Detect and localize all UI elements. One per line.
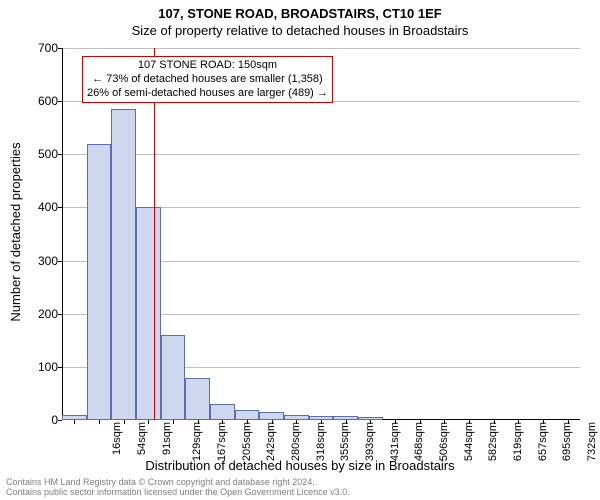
x-tick-label: 318sqm	[315, 422, 327, 461]
x-tick-label: 431sqm	[389, 422, 401, 461]
y-tick-label: 500	[22, 147, 58, 161]
chart-container: 107, STONE ROAD, BROADSTAIRS, CT10 1EF S…	[0, 0, 600, 500]
y-tick-label: 100	[22, 360, 58, 374]
x-tick-label: 544sqm	[463, 422, 475, 461]
bar	[161, 335, 186, 420]
chart-subtitle: Size of property relative to detached ho…	[0, 21, 600, 38]
x-tick-label: 242sqm	[265, 422, 277, 461]
bar	[136, 207, 161, 420]
bar	[185, 378, 210, 421]
x-tick-label: 393sqm	[364, 422, 376, 461]
x-tick-label: 619sqm	[512, 422, 524, 461]
x-tick-label: 657sqm	[537, 422, 549, 461]
bar	[259, 412, 284, 420]
bar	[111, 109, 136, 420]
x-tick-label: 205sqm	[241, 422, 253, 461]
x-tick-label: 91sqm	[161, 422, 173, 455]
y-tick-label: 0	[22, 413, 58, 427]
x-tick-mark	[148, 420, 149, 424]
x-tick-label: 506sqm	[438, 422, 450, 461]
x-tick-label: 167sqm	[216, 422, 228, 461]
y-tick-label: 200	[22, 307, 58, 321]
footer-line2: Contains public sector information licen…	[6, 488, 350, 498]
marker-line	[154, 48, 156, 420]
annotation-line2: ← 73% of detached houses are smaller (1,…	[87, 73, 328, 87]
y-axis-title: Number of detached properties	[8, 53, 23, 232]
x-tick-label: 695sqm	[561, 422, 573, 461]
x-axis-title: Distribution of detached houses by size …	[0, 458, 600, 473]
footer: Contains HM Land Registry data © Crown c…	[6, 478, 350, 498]
y-tick-label: 400	[22, 200, 58, 214]
annotation-line3: 26% of semi-detached houses are larger (…	[87, 87, 328, 101]
y-tick-label: 700	[22, 41, 58, 55]
x-tick-mark	[173, 420, 174, 424]
y-tick-label: 600	[22, 94, 58, 108]
x-tick-mark	[74, 420, 75, 424]
bar	[87, 144, 112, 420]
plot-area: 107 STONE ROAD: 150sqm ← 73% of detached…	[62, 48, 580, 420]
x-tick-label: 468sqm	[413, 422, 425, 461]
x-tick-label: 280sqm	[290, 422, 302, 461]
x-tick-label: 16sqm	[111, 422, 123, 455]
annotation-line1: 107 STONE ROAD: 150sqm	[87, 59, 328, 73]
x-tick-label: 732sqm	[586, 422, 598, 461]
bar	[235, 410, 260, 420]
chart-title: 107, STONE ROAD, BROADSTAIRS, CT10 1EF	[0, 0, 600, 21]
annotation-box: 107 STONE ROAD: 150sqm ← 73% of detached…	[82, 56, 333, 103]
x-tick-label: 129sqm	[191, 422, 203, 461]
bars	[62, 48, 580, 420]
x-tick-label: 355sqm	[339, 422, 351, 461]
y-tick-label: 300	[22, 254, 58, 268]
x-tick-mark	[124, 420, 125, 424]
bar	[210, 404, 235, 420]
x-tick-label: 582sqm	[487, 422, 499, 461]
x-tick-mark	[99, 420, 100, 424]
x-tick-label: 54sqm	[136, 422, 148, 455]
